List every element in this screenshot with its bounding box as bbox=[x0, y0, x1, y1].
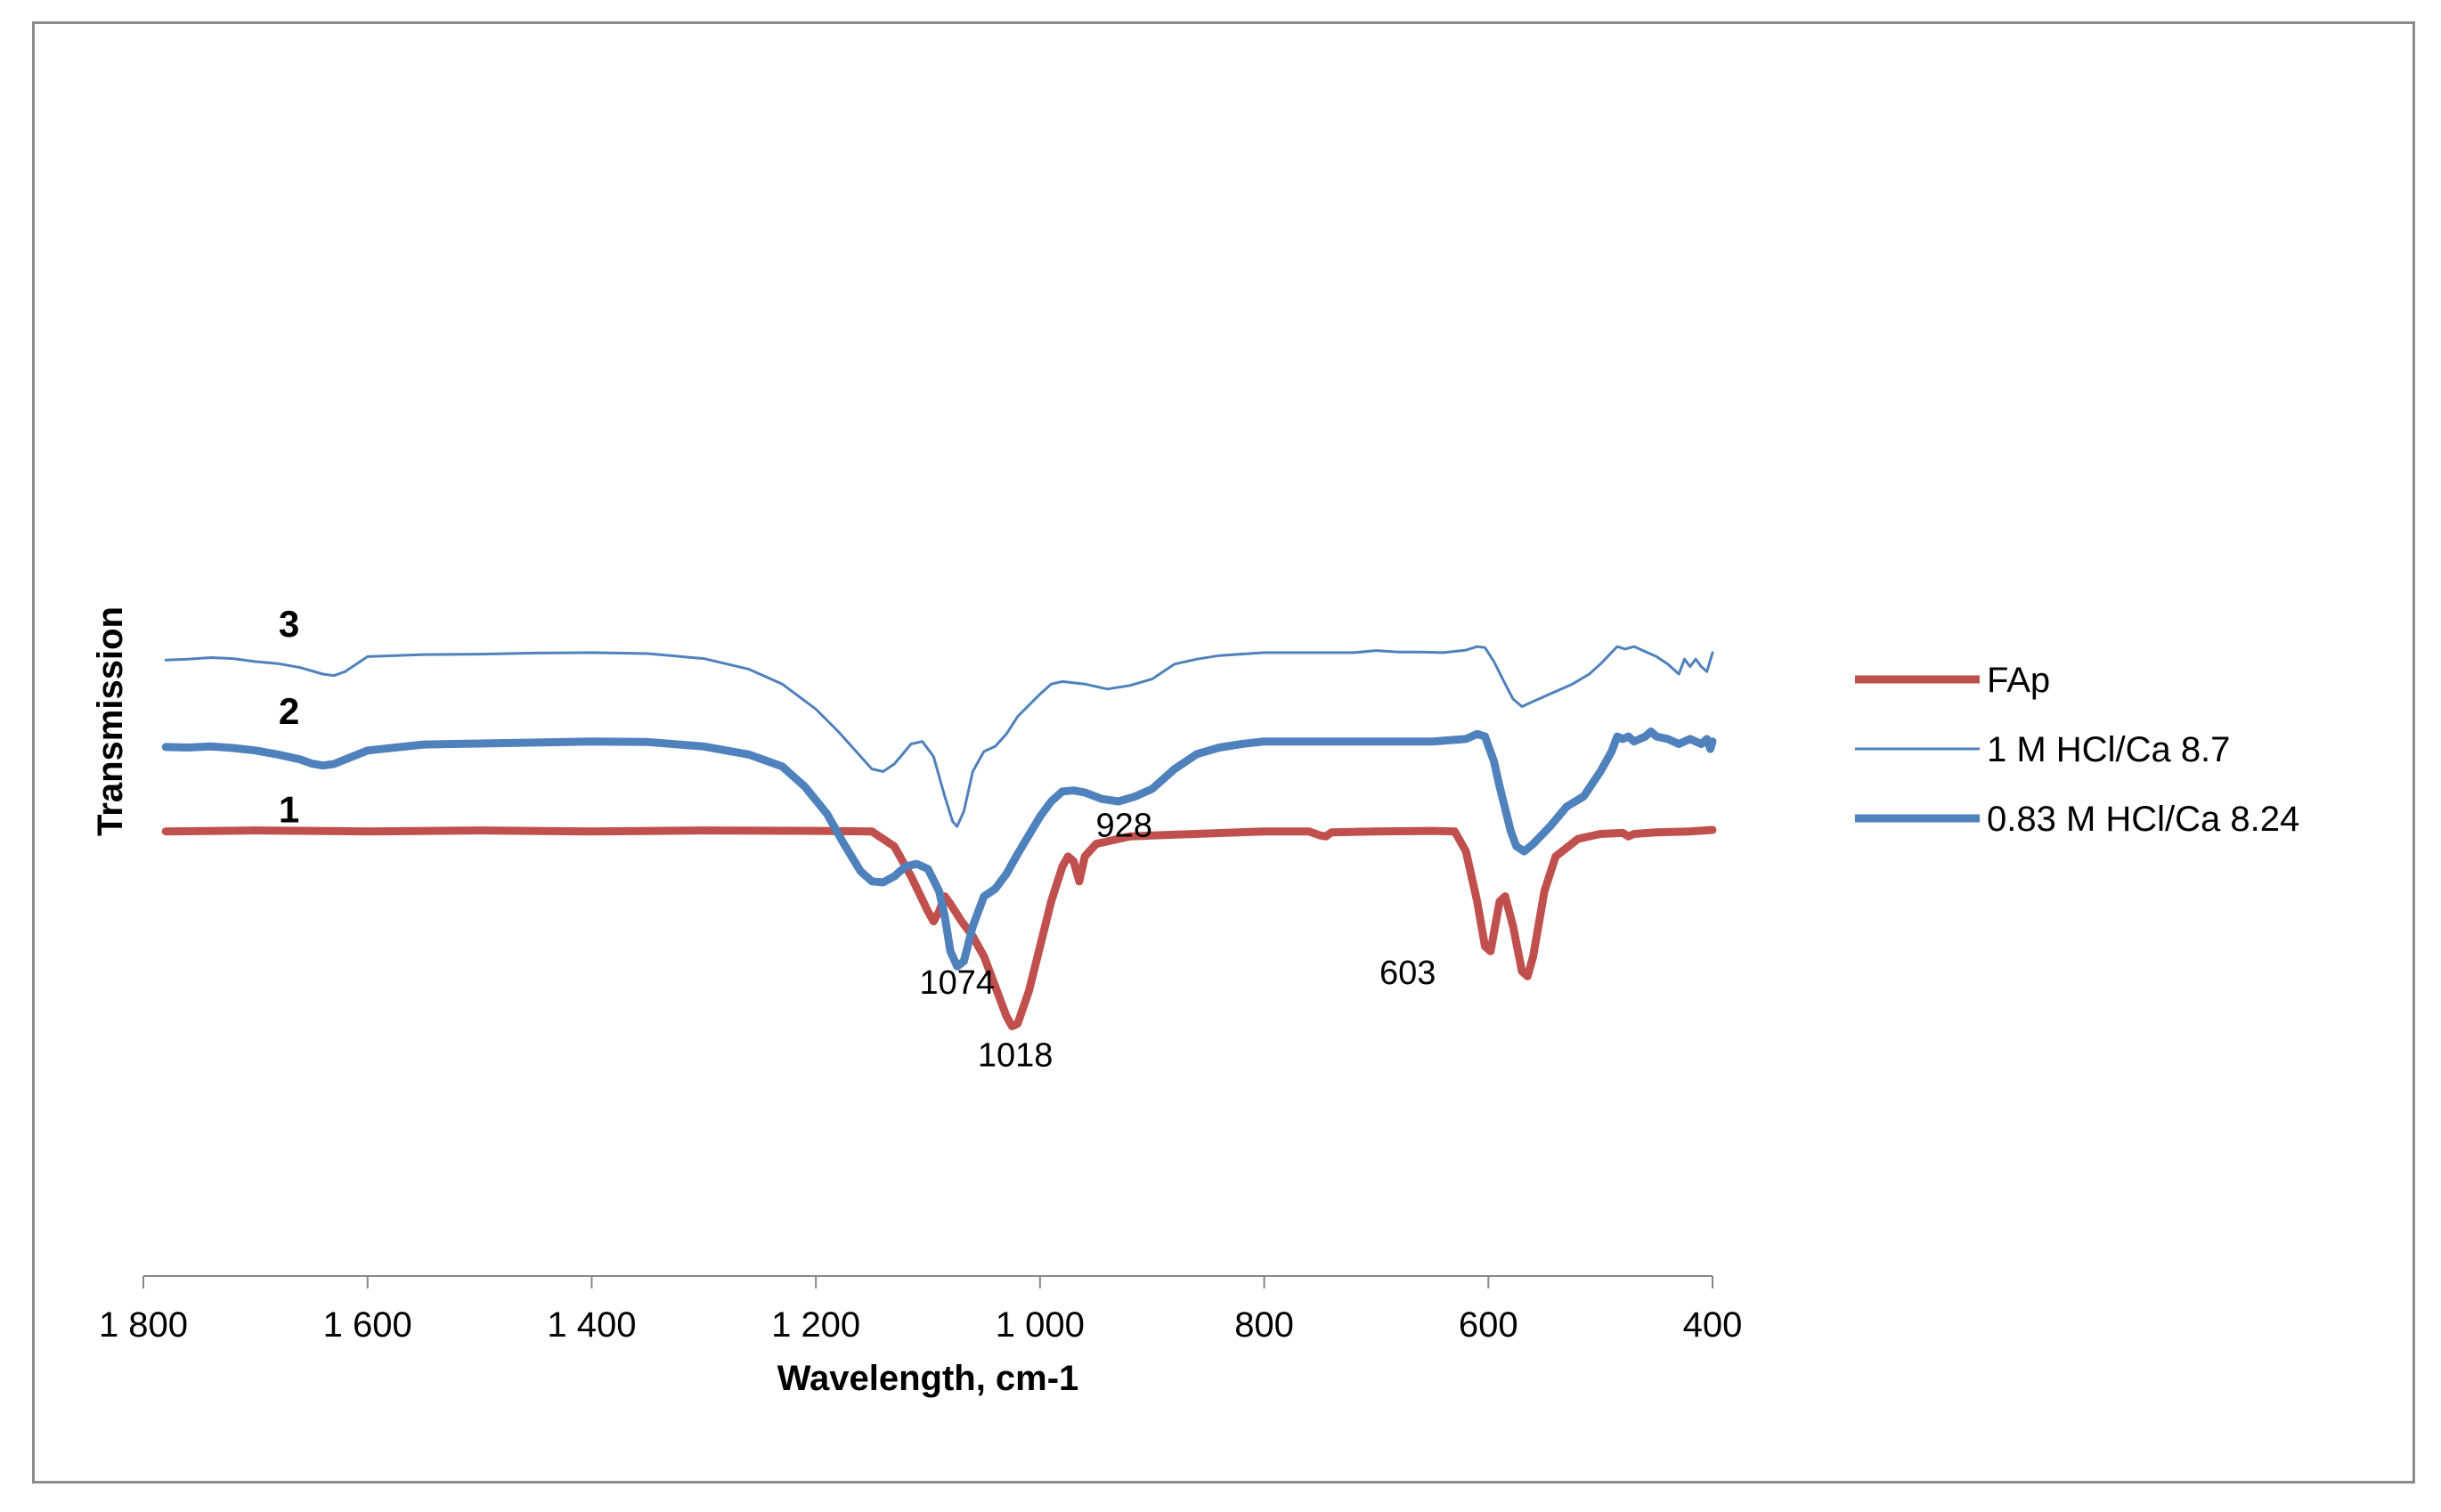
x-tick-label: 1 000 bbox=[996, 1305, 1085, 1345]
y-axis-title: Transmission bbox=[91, 606, 130, 836]
ftir-line-chart: 1 800 1 600 1 400 1 200 1 000 800 600 400 Wavel… bbox=[91, 603, 2299, 1398]
chart-frame: 1 800 1 600 1 400 1 200 1 000 800 600 400 Wavel… bbox=[32, 21, 2415, 1484]
peak-annotations: 1074 928 1018 603 bbox=[919, 807, 1436, 1074]
peak-annotation: 1074 bbox=[919, 964, 995, 1002]
plot-area bbox=[161, 645, 1717, 1030]
curve-number-label: 2 bbox=[279, 690, 299, 732]
peak-annotation: 928 bbox=[1096, 807, 1152, 844]
x-tick-label: 1 200 bbox=[771, 1305, 860, 1345]
curve-number-labels: 3 2 1 bbox=[279, 603, 299, 831]
legend: FAp 1 M HCl/Ca 8.7 0.83 M HCl/Ca 8.24 bbox=[1855, 661, 2299, 839]
legend-label: FAp bbox=[1987, 661, 2050, 700]
curve-number-label: 3 bbox=[279, 603, 299, 645]
peak-annotation: 603 bbox=[1379, 955, 1436, 992]
series-line-1 bbox=[161, 825, 1717, 1030]
x-axis-title: Wavelength, cm-1 bbox=[777, 1359, 1079, 1398]
x-tick-label: 1 600 bbox=[323, 1305, 412, 1345]
x-tick-label: 400 bbox=[1683, 1305, 1743, 1345]
x-tick-label: 1 400 bbox=[547, 1305, 636, 1345]
peak-annotation: 1018 bbox=[978, 1036, 1054, 1074]
x-tick-label: 600 bbox=[1459, 1305, 1518, 1345]
x-axis-ticks: 1 800 1 600 1 400 1 200 1 000 800 600 400 bbox=[99, 1276, 1742, 1345]
x-tick-label: 800 bbox=[1234, 1305, 1294, 1345]
curve-number-label: 1 bbox=[279, 789, 299, 831]
series-line-3 bbox=[161, 728, 1717, 971]
x-tick-label: 1 800 bbox=[99, 1305, 188, 1345]
series-line-2 bbox=[164, 645, 1714, 828]
legend-label: 0.83 M HCl/Ca 8.24 bbox=[1987, 800, 2299, 839]
legend-label: 1 M HCl/Ca 8.7 bbox=[1987, 730, 2230, 769]
